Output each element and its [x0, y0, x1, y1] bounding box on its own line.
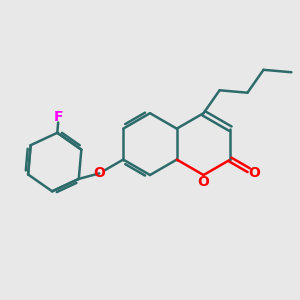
- Text: O: O: [248, 167, 260, 180]
- Text: O: O: [93, 167, 105, 180]
- Text: F: F: [54, 110, 63, 124]
- Text: O: O: [198, 175, 209, 188]
